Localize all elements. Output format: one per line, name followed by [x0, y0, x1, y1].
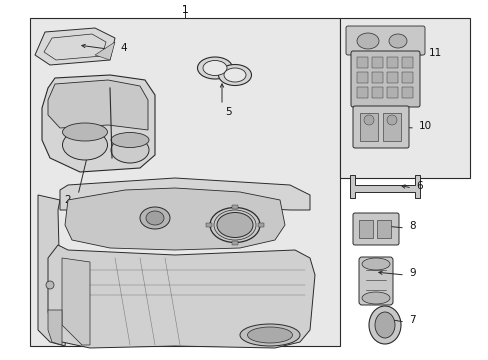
Bar — [359, 113, 377, 141]
Bar — [386, 57, 397, 68]
Polygon shape — [48, 310, 62, 345]
Ellipse shape — [46, 281, 54, 289]
Ellipse shape — [146, 211, 163, 225]
Bar — [358, 220, 372, 238]
Text: 5: 5 — [224, 107, 231, 117]
Text: 1: 1 — [182, 5, 188, 15]
Text: 6: 6 — [415, 181, 422, 191]
Polygon shape — [48, 245, 314, 348]
Polygon shape — [65, 188, 285, 250]
Bar — [376, 220, 390, 238]
FancyBboxPatch shape — [350, 51, 419, 107]
Bar — [356, 87, 367, 98]
Ellipse shape — [361, 292, 389, 304]
Bar — [356, 57, 367, 68]
Text: 7: 7 — [408, 315, 415, 325]
Text: 1: 1 — [182, 5, 188, 15]
Ellipse shape — [209, 207, 260, 243]
Polygon shape — [42, 75, 155, 172]
FancyBboxPatch shape — [352, 213, 398, 245]
Ellipse shape — [374, 312, 394, 338]
Bar — [371, 72, 382, 83]
Polygon shape — [60, 178, 309, 210]
Bar — [401, 87, 412, 98]
Ellipse shape — [197, 57, 232, 79]
FancyBboxPatch shape — [352, 106, 408, 148]
Ellipse shape — [111, 132, 149, 148]
Ellipse shape — [218, 64, 251, 85]
Polygon shape — [95, 42, 115, 60]
Text: 4: 4 — [120, 43, 126, 53]
Bar — [401, 72, 412, 83]
Text: 2: 2 — [64, 195, 71, 205]
Polygon shape — [38, 195, 68, 346]
Bar — [401, 57, 412, 68]
Bar — [386, 87, 397, 98]
Bar — [30, 18, 339, 346]
Ellipse shape — [363, 115, 373, 125]
Bar — [231, 241, 238, 245]
Bar — [205, 223, 212, 227]
FancyBboxPatch shape — [358, 257, 392, 305]
Ellipse shape — [224, 68, 245, 82]
Text: 8: 8 — [408, 221, 415, 231]
Bar — [386, 72, 397, 83]
Ellipse shape — [62, 123, 107, 141]
Text: 3: 3 — [271, 217, 278, 227]
Bar — [258, 223, 264, 227]
Bar — [339, 18, 469, 178]
Ellipse shape — [62, 130, 107, 160]
Bar — [371, 57, 382, 68]
Ellipse shape — [247, 327, 292, 343]
Bar — [356, 72, 367, 83]
Ellipse shape — [140, 207, 170, 229]
FancyBboxPatch shape — [346, 26, 424, 55]
Text: 9: 9 — [408, 268, 415, 278]
Ellipse shape — [356, 33, 378, 49]
Ellipse shape — [217, 212, 252, 238]
Bar — [231, 205, 238, 209]
Text: 10: 10 — [418, 121, 431, 131]
Polygon shape — [35, 28, 115, 65]
Ellipse shape — [240, 324, 299, 346]
Ellipse shape — [111, 137, 149, 163]
Ellipse shape — [388, 34, 406, 48]
Ellipse shape — [361, 258, 389, 270]
Bar — [371, 87, 382, 98]
Bar — [382, 113, 400, 141]
Polygon shape — [62, 258, 90, 345]
Text: 11: 11 — [428, 48, 441, 58]
Polygon shape — [48, 80, 148, 130]
Ellipse shape — [368, 306, 400, 344]
Ellipse shape — [203, 60, 226, 76]
Ellipse shape — [386, 115, 396, 125]
Polygon shape — [349, 175, 419, 198]
